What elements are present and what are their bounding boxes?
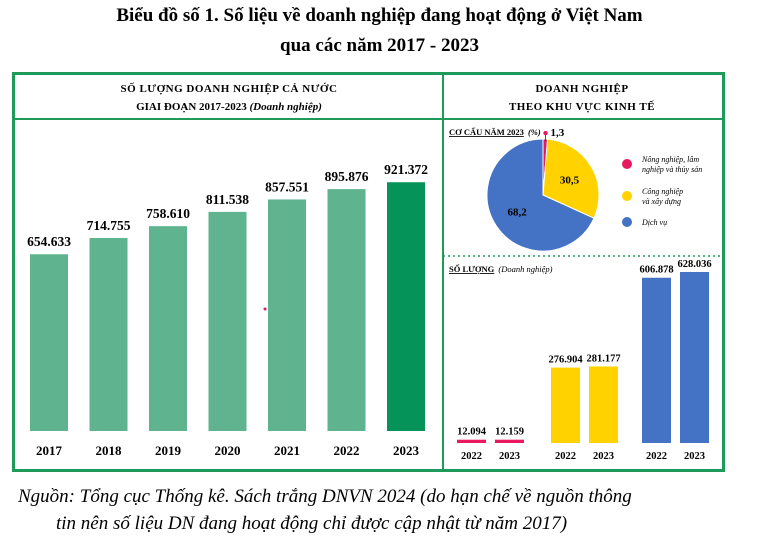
bar-value-label-2017: 654.633 [27, 234, 71, 249]
legend-label-0-line1: Nông nghiệp, lâm [641, 155, 699, 164]
sector-x-tick-2-2022: 2022 [646, 451, 667, 462]
sector-bar-1-2023 [589, 366, 618, 443]
sector-bar-value-2-2022: 606.878 [639, 265, 673, 276]
pie-chart: 1,3 30,5 68,2 [486, 127, 600, 252]
left-panel-unit: (Doanh nghiệp) [249, 101, 321, 113]
pie-slice-2 [486, 138, 595, 252]
legend-marker-2 [622, 217, 632, 227]
sector-bar-2-2022 [642, 277, 671, 443]
legend-marker-1 [622, 191, 632, 201]
legend-label-1-line1: Công nghiệp [642, 187, 683, 196]
source-line2: tin nên số liệu DN đang hoạt động chỉ đư… [56, 513, 568, 534]
sector-bar-0-2022 [457, 439, 486, 443]
legend-label-0-line2: nghiệp và thủy sản [642, 165, 702, 174]
sector-bar-2-2023 [680, 271, 709, 443]
left-panel-title-line2: GIAI ĐOẠN 2017-2023 (Doanh nghiệp) [136, 101, 322, 113]
pie-title: CƠ CẤU NĂM 2023 (%) [449, 127, 541, 137]
x-tick-2020: 2020 [215, 443, 241, 458]
sector-bar-value-2-2023: 628.036 [677, 259, 711, 270]
bar-2023 [387, 182, 425, 431]
sector-bar-chart: 12.094 2022 12.159 2023 276.904 2022 281.177 20… [457, 259, 712, 462]
sector-bar-value-1-2023: 281.177 [586, 353, 620, 364]
pie-leader-dot [543, 130, 548, 136]
sector-x-tick-0-2022: 2022 [461, 451, 482, 462]
bar-value-label-2018: 714.755 [87, 218, 131, 233]
x-tick-2017: 2017 [36, 443, 63, 458]
bar-2019 [149, 226, 187, 431]
x-tick-2021: 2021 [274, 443, 300, 458]
pie-slice-label-1: 30,5 [560, 174, 580, 186]
small-bars-title: SỐ LƯỢNG (Doanh nghiệp) [449, 264, 553, 274]
bar-value-label-2019: 758.610 [146, 206, 190, 221]
bar-value-label-2021: 857.551 [265, 179, 309, 194]
x-tick-2022: 2022 [334, 443, 360, 458]
pie-title-unit: (%) [528, 127, 541, 137]
sector-x-tick-1-2023: 2023 [593, 451, 614, 462]
chart-canvas: SỐ LƯỢNG DOANH NGHIỆP CẢ NƯỚC GIAI ĐOẠN … [15, 75, 722, 469]
right-panel-title-line2: THEO KHU VỰC KINH TẾ [509, 100, 655, 113]
x-tick-2023: 2023 [393, 443, 420, 458]
sector-x-tick-0-2023: 2023 [499, 451, 520, 462]
pie-slice-label-2: 68,2 [507, 207, 527, 219]
left-panel-title-line1: SỐ LƯỢNG DOANH NGHIỆP CẢ NƯỚC [121, 82, 338, 95]
x-tick-2018: 2018 [96, 443, 123, 458]
small-bars-title-unit: (Doanh nghiệp) [498, 264, 552, 274]
chart-frame: SỐ LƯỢNG DOANH NGHIỆP CẢ NƯỚC GIAI ĐOẠN … [12, 72, 725, 472]
main-bar-chart: 654.633 2017 714.755 2018 758.610 2019 811.538… [27, 162, 428, 458]
sector-bar-value-1-2022: 276.904 [548, 355, 583, 366]
right-panel-title-line1: DOANH NGHIỆP [535, 82, 628, 95]
small-bars-title-text: SỐ LƯỢNG [449, 264, 495, 274]
sector-bar-value-0-2023: 12.159 [495, 427, 524, 438]
pie-slice-label-0: 1,3 [551, 127, 565, 139]
legend-label-2-line1: Dịch vụ [641, 218, 667, 227]
bar-value-label-2023: 921.372 [384, 162, 428, 177]
pie-slice-1 [542, 138, 600, 219]
chart-title-line1: Biểu đồ số 1. Số liệu về doanh nghiệp đa… [116, 5, 643, 26]
sector-x-tick-2-2023: 2023 [684, 451, 705, 462]
bar-2021 [268, 199, 306, 431]
bar-2017 [30, 254, 68, 431]
chart-title-line2: qua các năm 2017 - 2023 [280, 35, 479, 56]
pie-title-text: CƠ CẤU NĂM 2023 [449, 127, 524, 137]
bar-2018 [89, 238, 128, 431]
bar-2020 [208, 211, 247, 431]
sector-bar-1-2022 [551, 367, 580, 443]
legend-marker-0 [622, 159, 632, 169]
x-tick-2019: 2019 [155, 443, 182, 458]
source-line1: Nguồn: Tổng cục Thống kê. Sách trắng DNV… [18, 486, 632, 507]
stray-marker-dot [263, 307, 267, 311]
legend-label-1-line2: và xây dựng [642, 197, 681, 206]
bar-value-label-2020: 811.538 [206, 192, 249, 207]
bar-2022 [327, 189, 366, 431]
bar-value-label-2022: 895.876 [325, 169, 369, 184]
sector-bar-value-0-2022: 12.094 [457, 427, 487, 438]
sector-bar-0-2023 [495, 439, 524, 443]
left-panel-period: GIAI ĐOẠN 2017-2023 [136, 101, 247, 113]
sector-x-tick-1-2022: 2022 [555, 451, 576, 462]
